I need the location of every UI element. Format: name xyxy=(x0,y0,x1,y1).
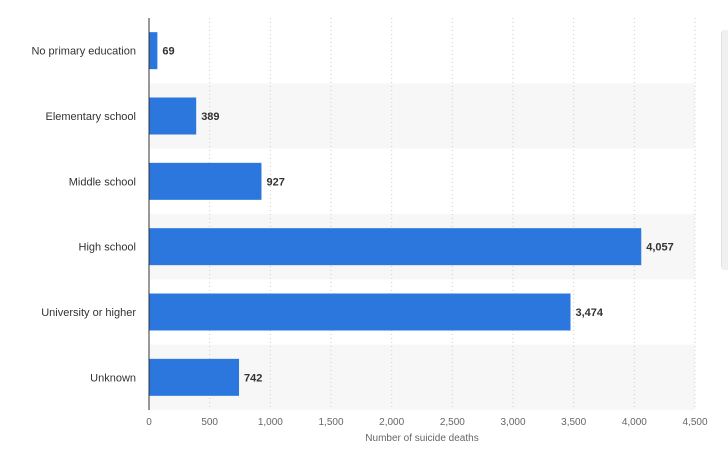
category-label: High school xyxy=(79,242,136,254)
value-label: 3,474 xyxy=(576,307,604,319)
gridlines xyxy=(209,18,696,410)
row-band xyxy=(149,344,695,410)
category-label: No primary education xyxy=(31,46,136,58)
x-tick-label: 4,500 xyxy=(682,417,707,428)
bar xyxy=(149,358,240,396)
value-label: 69 xyxy=(162,46,174,58)
x-axis-title: Number of suicide deaths xyxy=(365,433,478,444)
x-tick-label: 2,500 xyxy=(440,417,465,428)
x-tick-label: 3,500 xyxy=(561,417,586,428)
value-label: 4,057 xyxy=(646,242,674,254)
x-tick-label: 4,000 xyxy=(622,417,647,428)
bar xyxy=(149,293,571,331)
category-label: Unknown xyxy=(90,372,136,384)
x-tick-label: 500 xyxy=(201,417,218,428)
row-band xyxy=(149,83,695,149)
x-tick-label: 2,000 xyxy=(379,417,404,428)
side-panel-tab[interactable] xyxy=(721,30,728,270)
value-labels: 69 389 927 4,057 3,474 742 xyxy=(162,46,673,385)
x-tick-label: 1,500 xyxy=(318,417,343,428)
category-label: Middle school xyxy=(69,176,136,188)
value-label: 389 xyxy=(201,111,219,123)
value-label: 742 xyxy=(244,372,262,384)
category-label: University or higher xyxy=(41,307,136,319)
bars xyxy=(149,32,642,396)
x-axis-ticks: 0 500 1,000 1,500 2,000 2,500 3,000 3,500 4,000 4… xyxy=(146,417,708,428)
value-label: 927 xyxy=(266,176,284,188)
bar xyxy=(149,97,197,135)
x-tick-label: 1,000 xyxy=(258,417,283,428)
bar xyxy=(149,32,158,70)
category-label: Elementary school xyxy=(46,111,137,123)
bar xyxy=(149,228,642,266)
x-tick-label: 0 xyxy=(146,417,152,428)
x-tick-label: 3,000 xyxy=(500,417,525,428)
bar xyxy=(149,162,262,200)
category-labels: No primary education Elementary school Mid… xyxy=(31,46,136,385)
